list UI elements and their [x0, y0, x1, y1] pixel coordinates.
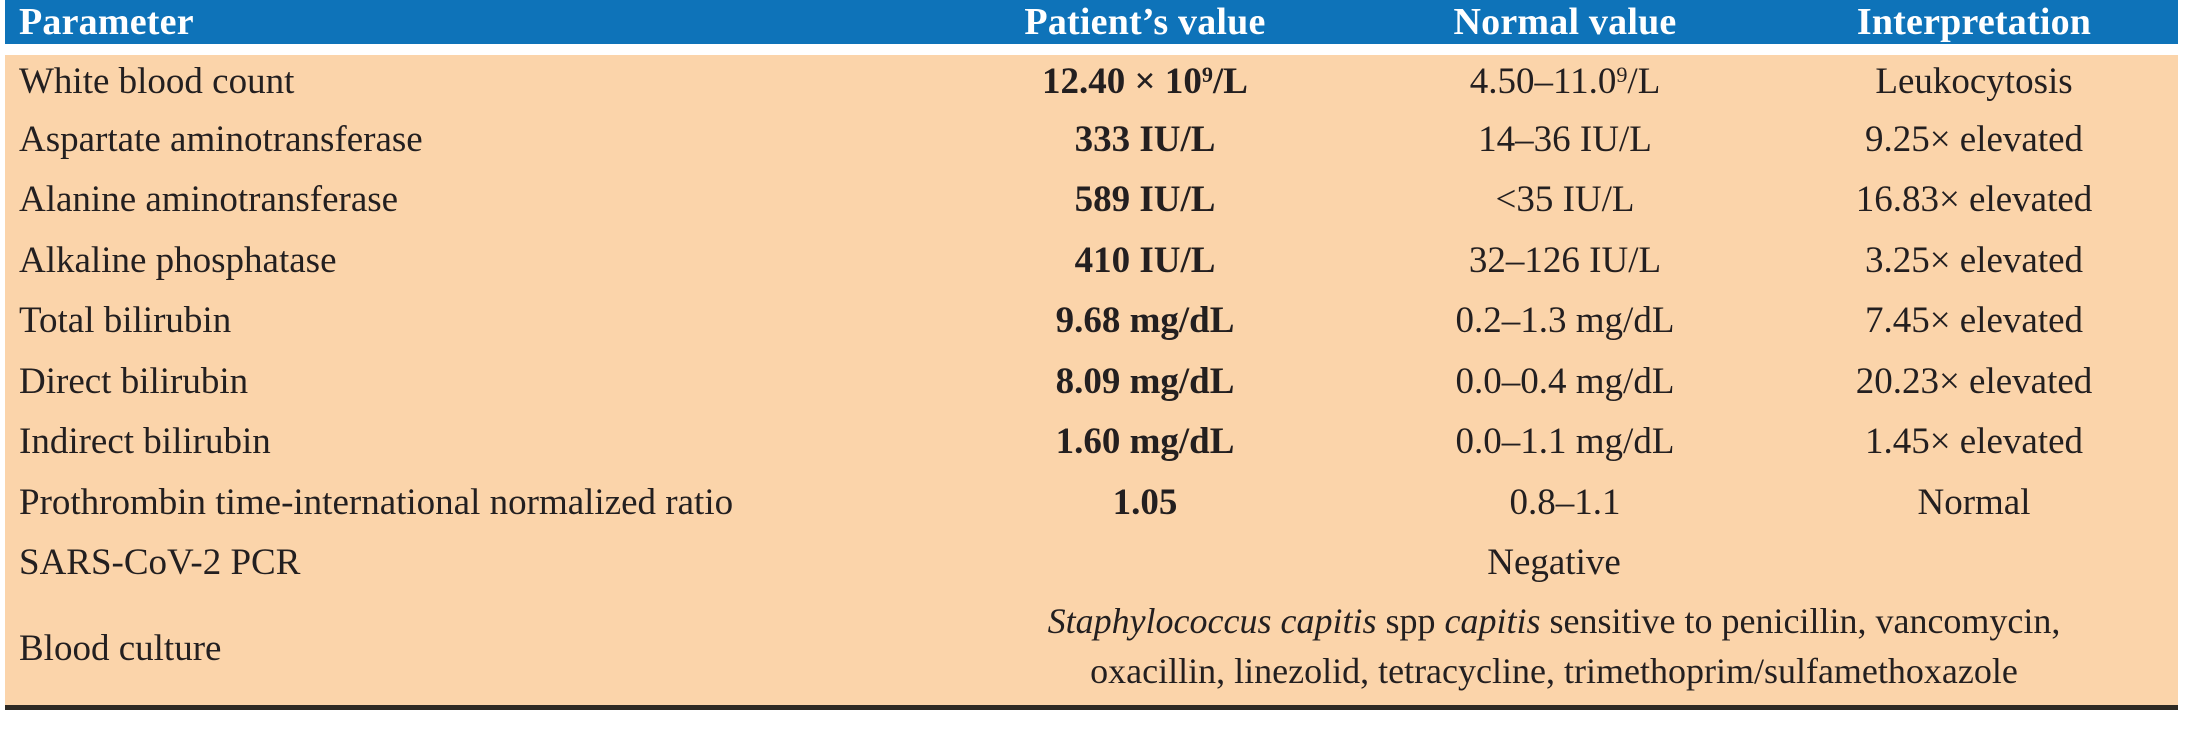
interpretation-cell: 9.25× elevated [1770, 110, 2178, 171]
normal-value-cell: 0.0–1.1 mg/dL [1360, 412, 1770, 473]
normal-unit: /L [1627, 61, 1661, 103]
parameter-cell: Direct bilirubin [5, 352, 930, 413]
value-unit: /L [1212, 61, 1248, 103]
normal-text: 4.50–11.0 [1469, 61, 1617, 103]
parameter-cell: Blood culture [5, 594, 930, 707]
normal-value-cell: 14–36 IU/L [1360, 110, 1770, 171]
interpretation-cell: Leukocytosis [1770, 49, 2178, 110]
organism-name-italic: Staphylococcus capitis [1047, 601, 1377, 642]
patient-value-cell: 410 IU/L [930, 231, 1360, 292]
subspecies-italic: capitis [1444, 601, 1541, 642]
normal-value-cell: <35 IU/L [1360, 170, 1770, 231]
patient-value-cell: 12.40 × 109/L [930, 49, 1360, 110]
normal-value-cell: 4.50–11.09/L [1360, 49, 1770, 110]
parameter-cell: Prothrombin time-international normalize… [5, 473, 930, 534]
parameter-cell: Alkaline phosphatase [5, 231, 930, 292]
normal-superscript: 9 [1616, 62, 1628, 88]
patient-value-cell: 333 IU/L [930, 110, 1360, 171]
table-row-blood-culture: Blood culture Staphylococcus capitis spp… [5, 594, 2178, 707]
normal-value-cell: 32–126 IU/L [1360, 231, 1770, 292]
blood-culture-result-cell: Staphylococcus capitis spp capitis sensi… [930, 594, 2178, 707]
table-row-prothrombin-inr: Prothrombin time-international normalize… [5, 473, 2178, 534]
table-row-direct-bilirubin: Direct bilirubin 8.09 mg/dL 0.0–0.4 mg/d… [5, 352, 2178, 413]
column-header-normal-value: Normal value [1360, 0, 1770, 55]
parameter-cell: Aspartate aminotransferase [5, 110, 930, 171]
table-row-total-bilirubin: Total bilirubin 9.68 mg/dL 0.2–1.3 mg/dL… [5, 291, 2178, 352]
interpretation-cell: 3.25× elevated [1770, 231, 2178, 292]
patient-value-cell: 1.60 mg/dL [930, 412, 1360, 473]
column-header-parameter: Parameter [5, 0, 930, 55]
result-cell: Negative [930, 533, 2178, 594]
table-row-alkaline-phosphatase: Alkaline phosphatase 410 IU/L 32–126 IU/… [5, 231, 2178, 292]
parameter-cell: White blood count [5, 49, 930, 110]
parameter-cell: Total bilirubin [5, 291, 930, 352]
table-row-white-blood-count: White blood count 12.40 × 109/L 4.50–11.… [5, 49, 2178, 110]
parameter-cell: SARS-CoV-2 PCR [5, 533, 930, 594]
result-text: spp [1376, 601, 1445, 642]
interpretation-cell: 16.83× elevated [1770, 170, 2178, 231]
normal-value-cell: 0.0–0.4 mg/dL [1360, 352, 1770, 413]
interpretation-cell: 20.23× elevated [1770, 352, 2178, 413]
result-text-line2: oxacillin, linezolid, tetracycline, trim… [1090, 651, 2018, 692]
table-row-sars-cov-2-pcr: SARS-CoV-2 PCR Negative [5, 533, 2178, 594]
table-header: Parameter Patient’s value Normal value I… [5, 0, 2178, 55]
value-text: 12.40 × 10 [1042, 61, 1202, 103]
patient-value-cell: 9.68 mg/dL [930, 291, 1360, 352]
patient-value-cell: 1.05 [930, 473, 1360, 534]
value-superscript: 9 [1201, 62, 1213, 88]
lab-results-table: Parameter Patient’s value Normal value I… [5, 0, 2178, 710]
table-row-indirect-bilirubin: Indirect bilirubin 1.60 mg/dL 0.0–1.1 mg… [5, 412, 2178, 473]
patient-value-cell: 8.09 mg/dL [930, 352, 1360, 413]
table-row-aspartate-aminotransferase: Aspartate aminotransferase 333 IU/L 14–3… [5, 110, 2178, 171]
interpretation-cell: 7.45× elevated [1770, 291, 2178, 352]
header-row: Parameter Patient’s value Normal value I… [5, 0, 2178, 55]
column-header-patient-value: Patient’s value [930, 0, 1360, 55]
column-header-interpretation: Interpretation [1770, 0, 2178, 55]
result-text: sensitive to penicillin, vancomycin, [1540, 601, 2061, 642]
table-row-alanine-aminotransferase: Alanine aminotransferase 589 IU/L <35 IU… [5, 170, 2178, 231]
normal-value-cell: 0.8–1.1 [1360, 473, 1770, 534]
interpretation-cell: Normal [1770, 473, 2178, 534]
parameter-cell: Indirect bilirubin [5, 412, 930, 473]
normal-value-cell: 0.2–1.3 mg/dL [1360, 291, 1770, 352]
parameter-cell: Alanine aminotransferase [5, 170, 930, 231]
interpretation-cell: 1.45× elevated [1770, 412, 2178, 473]
patient-value-cell: 589 IU/L [930, 170, 1360, 231]
table-body: White blood count 12.40 × 109/L 4.50–11.… [5, 49, 2178, 707]
